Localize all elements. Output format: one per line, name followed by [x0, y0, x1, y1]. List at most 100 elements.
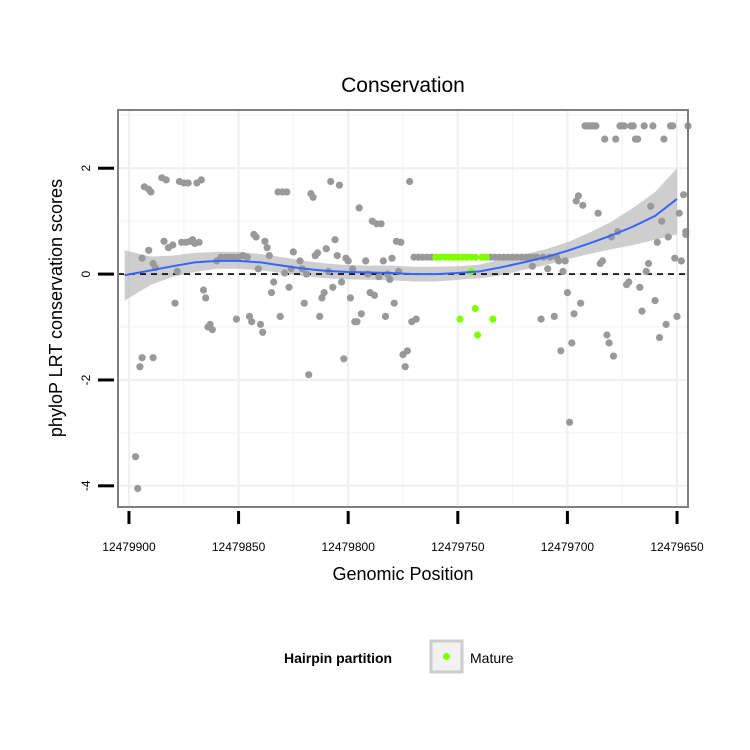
- conservation-point: [327, 177, 335, 186]
- conservation-point: [397, 238, 405, 246]
- conservation-point: [202, 294, 210, 302]
- conservation-point: [605, 339, 613, 347]
- conservation-point: [208, 326, 216, 334]
- conservation-point: [655, 334, 664, 342]
- conservation-point: [377, 220, 385, 228]
- x-tick-label: 12479750: [431, 540, 485, 554]
- conservation-point: [401, 363, 409, 371]
- conservation-point: [199, 286, 208, 294]
- conservation-point: [680, 191, 688, 199]
- x-axis: 12479900 12479850 12479800 12479750 12479700…: [102, 511, 704, 554]
- conservation-point: [563, 289, 572, 297]
- grid-lines: [118, 110, 688, 507]
- conservation-point: [149, 354, 157, 362]
- conservation-point: [651, 297, 659, 305]
- conservation-point: [265, 252, 273, 260]
- x-tick-label: 12479800: [321, 540, 375, 554]
- conservation-point: [634, 135, 642, 143]
- confidence-ribbon: [124, 168, 678, 301]
- mature-point: [471, 253, 479, 261]
- conservation-point: [346, 294, 354, 302]
- y-tick-label: -2: [79, 374, 93, 385]
- conservation-point: [340, 355, 348, 363]
- conservation-point: [555, 257, 563, 265]
- conservation-point: [316, 312, 324, 320]
- conservation-point: [160, 237, 168, 245]
- conservation-point: [197, 176, 205, 184]
- conservation-point: [256, 320, 265, 328]
- conservation-point: [162, 176, 170, 184]
- conservation-point: [673, 312, 681, 320]
- conservation-point: [147, 188, 155, 196]
- conservation-point: [333, 252, 341, 260]
- legend-label-mature: Mature: [470, 650, 514, 666]
- conservation-point: [370, 291, 379, 299]
- conservation-point: [263, 244, 271, 252]
- conservation-point: [329, 283, 337, 291]
- conservation-point: [134, 484, 142, 493]
- conservation-point: [252, 233, 260, 241]
- x-tick-label: 12479900: [102, 540, 156, 554]
- conservation-point: [649, 122, 657, 130]
- conservation-point: [386, 275, 394, 283]
- conservation-point: [302, 270, 311, 278]
- conservation-point: [243, 253, 251, 261]
- conservation-point: [305, 371, 313, 379]
- conservation-point: [675, 209, 683, 217]
- x-tick-label: 12479700: [541, 540, 595, 554]
- conservation-point: [647, 202, 655, 210]
- mature-point: [456, 315, 464, 323]
- conservation-point: [612, 135, 620, 143]
- conservation-point: [579, 201, 587, 209]
- y-tick-label: -4: [79, 480, 93, 491]
- x-tick-label: 12479850: [212, 540, 266, 554]
- smooth-line-layer: [124, 198, 678, 277]
- conservation-point: [261, 237, 269, 245]
- conservation-point: [544, 265, 552, 273]
- chart-title: Conservation: [341, 74, 465, 97]
- mature-point: [471, 304, 479, 313]
- conservation-point: [638, 307, 646, 315]
- conservation-point: [322, 245, 330, 253]
- conservation-point: [355, 204, 363, 212]
- conservation-point: [379, 257, 387, 265]
- smooth-trend-line: [124, 198, 678, 277]
- x-tick-label: 12479650: [650, 540, 704, 554]
- conservation-point: [568, 339, 576, 347]
- conservation-point: [644, 259, 653, 268]
- conservation-point: [296, 257, 304, 265]
- conservation-point: [412, 315, 420, 323]
- conservation-point: [620, 122, 629, 130]
- conservation-point: [594, 209, 602, 217]
- conservation-point: [601, 135, 609, 143]
- conservation-point: [136, 363, 144, 371]
- legend-key-box: [429, 639, 464, 674]
- conservation-point: [390, 299, 398, 307]
- conservation-point: [173, 267, 181, 275]
- conservation-point: [592, 122, 600, 130]
- conservation-point: [537, 315, 545, 323]
- conservation-point: [406, 177, 414, 186]
- conservation-point: [270, 278, 278, 286]
- conservation-point: [557, 347, 565, 355]
- conservation-point: [357, 310, 365, 318]
- conservation-point: [267, 289, 276, 297]
- conservation-point: [353, 318, 361, 326]
- points-layer: [131, 122, 692, 493]
- conservation-point: [658, 217, 666, 225]
- conservation-point: [662, 320, 670, 328]
- conservation-point: [248, 318, 256, 326]
- conservation-point: [349, 265, 357, 273]
- conservation-point: [131, 453, 140, 461]
- conservation-point: [300, 299, 308, 307]
- y-tick-label: 2: [79, 165, 93, 172]
- conservation-point: [677, 257, 686, 265]
- conservation-point: [669, 122, 677, 130]
- conservation-point: [331, 236, 339, 244]
- conservation-point: [559, 267, 567, 275]
- conservation-point: [381, 312, 390, 320]
- conservation-point: [629, 122, 637, 130]
- conservation-point: [289, 248, 297, 256]
- y-axis-title: phyloP LRT conservation scores: [46, 179, 66, 437]
